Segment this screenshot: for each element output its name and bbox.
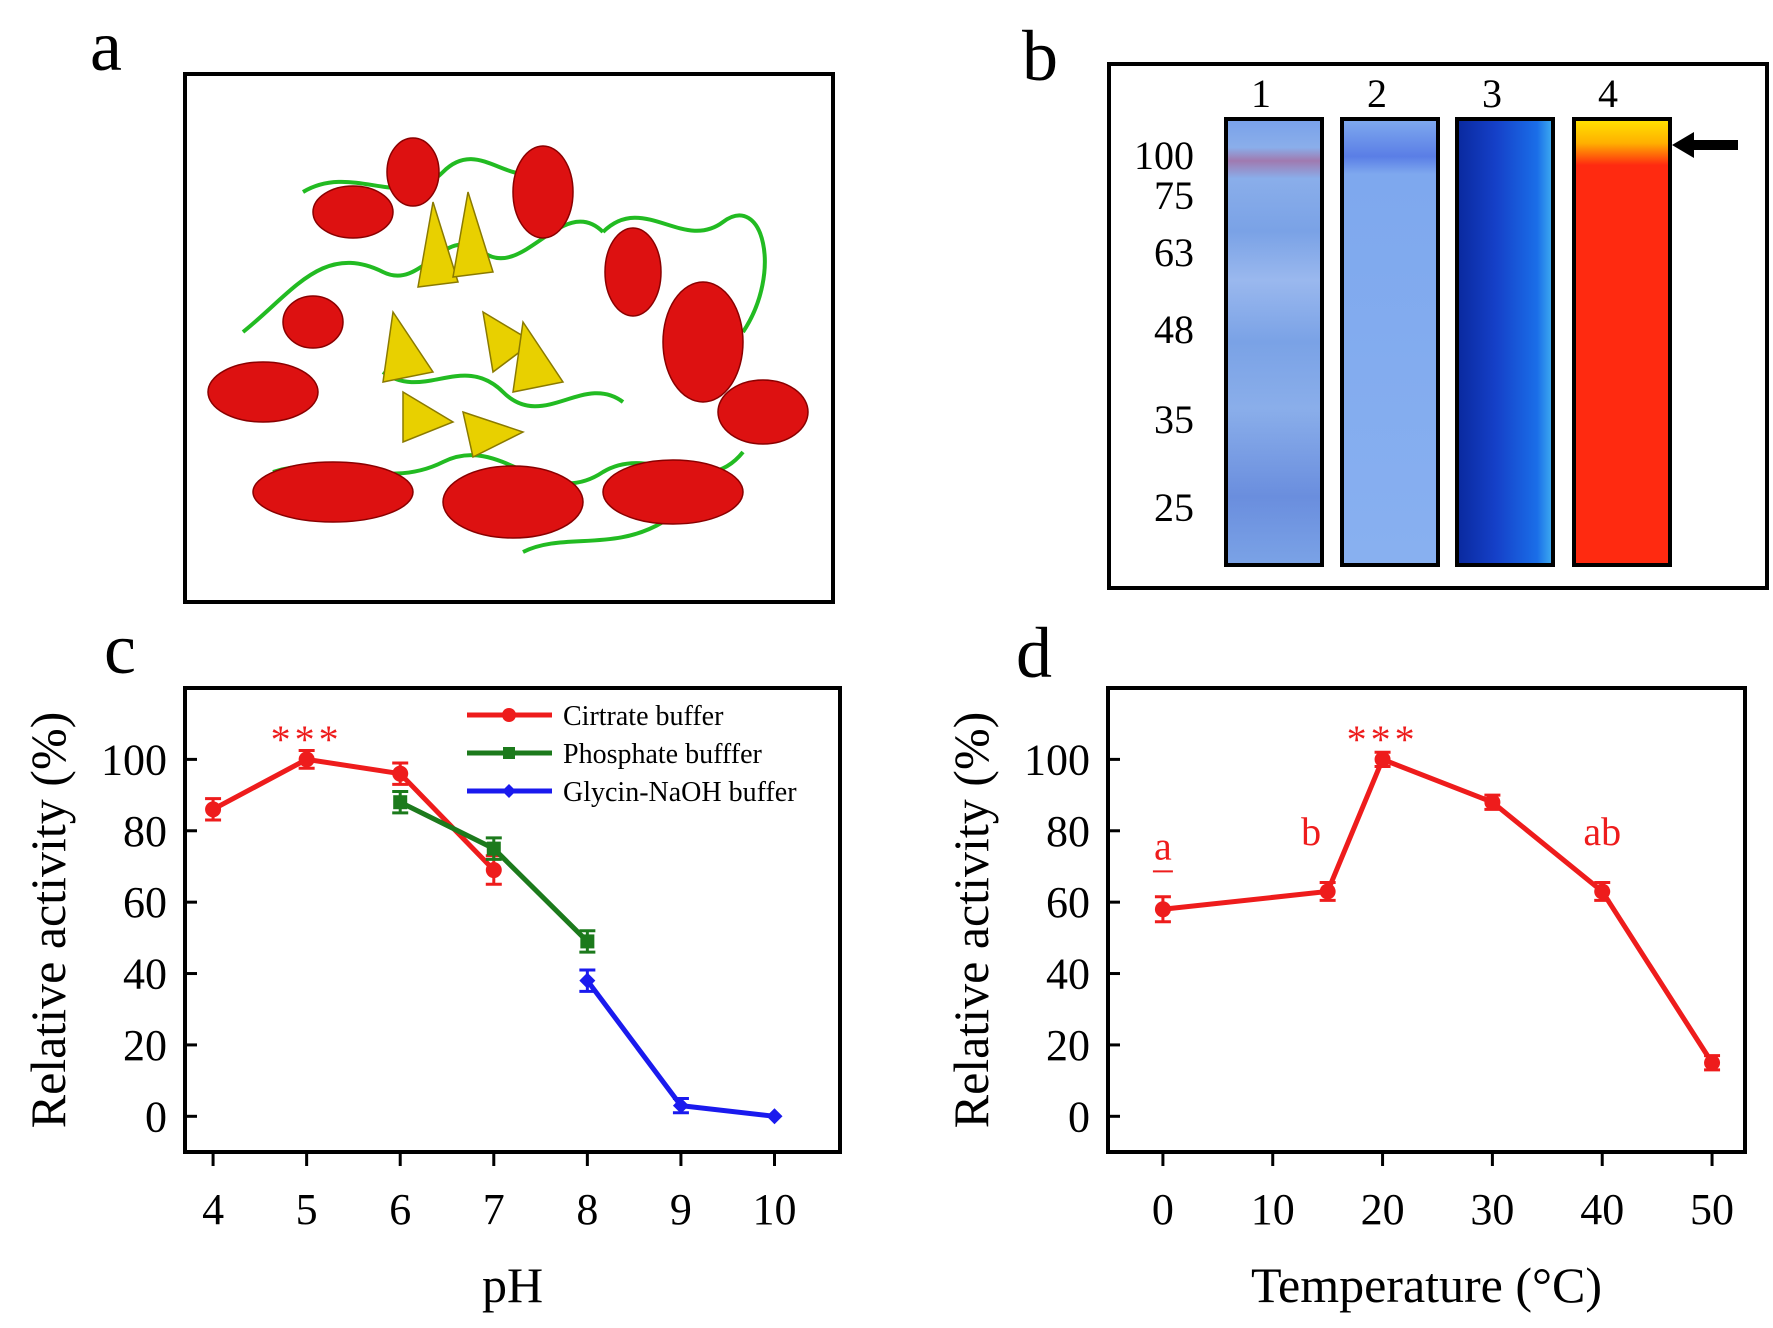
legend-label: Phosphate bufffer	[563, 739, 762, 770]
data-point	[392, 765, 409, 782]
data-point	[1374, 751, 1391, 768]
data-point	[393, 795, 408, 810]
data-point	[766, 1108, 783, 1125]
x-tick-label: 8	[576, 1185, 598, 1234]
series-line	[1162, 756, 1715, 1065]
data-point	[579, 972, 596, 989]
x-tick-label: 10	[753, 1185, 797, 1234]
x-tick-label: 40	[1580, 1185, 1624, 1234]
y-tick-label: 40	[1046, 950, 1090, 999]
marker-35: 35	[1154, 397, 1194, 442]
x-axis-label: Temperature (°C)	[1251, 1257, 1602, 1313]
legend-label: Cirtrate buffer	[563, 701, 724, 732]
y-tick-label: 100	[101, 735, 167, 784]
annotation: b	[1301, 809, 1321, 854]
axes-c: 0 20 40 60 80 100 4 5 6 7 8 9 10 pH Relative activity …	[20, 686, 842, 1313]
lane-label-1: 1	[1251, 71, 1271, 116]
series-line	[211, 756, 496, 872]
gel-lane-4	[1572, 117, 1672, 567]
y-tick-label: 80	[123, 807, 167, 856]
annotation: ab	[1583, 809, 1621, 854]
y-tick-label: 60	[123, 878, 167, 927]
x-tick-label: 30	[1470, 1185, 1514, 1234]
y-tick-label: 40	[123, 950, 167, 999]
marker-75: 75	[1154, 173, 1194, 218]
data-point	[298, 751, 315, 768]
legend-marker	[502, 784, 516, 798]
x-tick-label: 9	[670, 1185, 692, 1234]
y-tick-label: 100	[1024, 735, 1090, 784]
y-tick-label: 0	[145, 1092, 167, 1141]
protein-structure-image	[183, 72, 835, 604]
series-2	[579, 968, 783, 1125]
series-line	[585, 979, 775, 1119]
x-tick-label: 50	[1690, 1185, 1734, 1234]
legend: Cirtrate buffer Phosphate bufffer Glycin-N…	[467, 701, 797, 808]
lane-label-2: 2	[1367, 71, 1387, 116]
data-point	[486, 841, 501, 856]
y-axis-label: Relative activity (%)	[943, 712, 999, 1129]
data-point	[1594, 883, 1611, 900]
y-tick-label: 20	[1046, 1021, 1090, 1070]
legend-marker	[502, 708, 516, 722]
y-tick-label: 20	[123, 1021, 167, 1070]
data-point	[672, 1097, 689, 1114]
chart-temperature: 0 20 40 60 80 100 0 10 20 30 40 50 Temperature (°C) R…	[943, 686, 1747, 1313]
data-point	[205, 801, 222, 818]
lane-label-4: 4	[1598, 71, 1618, 116]
y-tick-label: 80	[1046, 807, 1090, 856]
panel-label-d: d	[1016, 613, 1052, 693]
panel-label-a: a	[90, 6, 122, 86]
series-0	[1154, 750, 1721, 1072]
panel-label-b: b	[1022, 16, 1058, 96]
data-point	[1704, 1054, 1721, 1071]
data-point	[1484, 794, 1501, 811]
marker-100: 100	[1134, 133, 1194, 178]
x-tick-label: 0	[1152, 1185, 1174, 1234]
gel-lane-2	[1340, 117, 1440, 567]
plot-frame	[183, 686, 842, 1154]
series-1	[392, 790, 596, 954]
x-tick-label: 10	[1251, 1185, 1295, 1234]
series-0	[205, 748, 502, 886]
gel-lane-1	[1224, 117, 1324, 567]
annotation: ***	[1347, 717, 1419, 762]
marker-48: 48	[1154, 307, 1194, 352]
annotation: a	[1154, 823, 1172, 868]
chart-ph: 0 20 40 60 80 100 4 5 6 7 8 9 10 pH Relative activity …	[20, 686, 842, 1313]
x-tick-label: 6	[389, 1185, 411, 1234]
arrow-left-icon	[1672, 132, 1738, 158]
data-point	[485, 862, 502, 879]
y-tick-label: 0	[1068, 1092, 1090, 1141]
lane-label-3: 3	[1482, 71, 1502, 116]
plot-frame	[1106, 686, 1747, 1154]
data-point	[580, 934, 595, 949]
gel-lane-3	[1455, 117, 1555, 567]
data-point	[1154, 901, 1171, 918]
annotation: ***	[271, 717, 343, 762]
x-tick-label: 4	[202, 1185, 224, 1234]
x-tick-label: 7	[483, 1185, 505, 1234]
marker-25: 25	[1154, 485, 1194, 530]
panel-label-c: c	[104, 609, 136, 689]
x-tick-label: 20	[1361, 1185, 1405, 1234]
y-tick-label: 60	[1046, 878, 1090, 927]
x-tick-label: 5	[296, 1185, 318, 1234]
data-point	[1319, 883, 1336, 900]
x-axis-label: pH	[482, 1257, 543, 1313]
legend-marker	[503, 747, 515, 759]
y-axis-label: Relative activity (%)	[20, 712, 76, 1129]
marker-63: 63	[1154, 230, 1194, 275]
legend-label: Glycin-NaOH buffer	[563, 777, 797, 808]
axes-d: 0 20 40 60 80 100 0 10 20 30 40 50 Temperature (°C) R…	[943, 686, 1747, 1313]
gel-panel: 1 2 3 4 100 75 63 48 35 25	[1107, 62, 1769, 590]
